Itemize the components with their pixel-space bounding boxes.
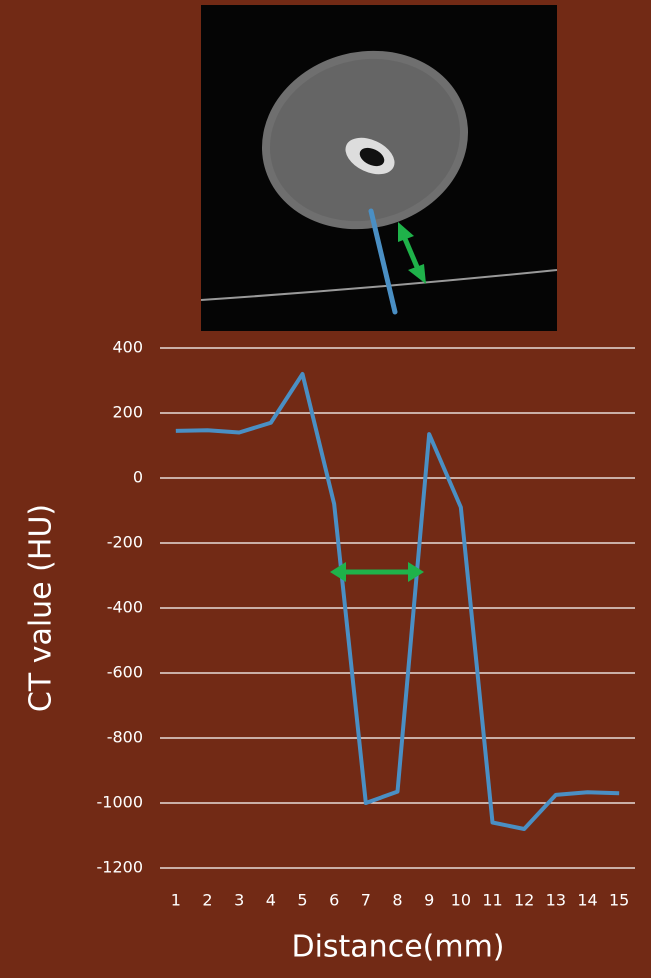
ct-image (200, 5, 558, 331)
annotation-arrow (330, 562, 424, 582)
y-tick-label: -800 (107, 728, 143, 747)
x-tick-label: 15 (609, 891, 629, 910)
x-tick-label: 3 (234, 891, 244, 910)
y-tick-label: 200 (112, 403, 143, 422)
y-tick-label: -400 (107, 598, 143, 617)
y-tick-label: 400 (112, 338, 143, 357)
x-tick-label: 2 (202, 891, 212, 910)
y-tick-label: -200 (107, 533, 143, 552)
y-tick-label: -600 (107, 663, 143, 682)
x-tick-label: 6 (329, 891, 339, 910)
y-tick-label: -1200 (97, 858, 144, 877)
x-tick-label: 13 (546, 891, 566, 910)
x-axis-title: Distance(mm) (291, 930, 504, 965)
x-tick-label: 12 (514, 891, 534, 910)
y-axis-title: CT value (HU) (24, 504, 59, 712)
x-tick-label: 14 (577, 891, 597, 910)
x-tick-label: 9 (424, 891, 434, 910)
x-tick-label: 11 (482, 891, 502, 910)
x-tick-label: 8 (392, 891, 402, 910)
x-tick-label: 4 (266, 891, 276, 910)
data-line (175, 372, 620, 831)
y-tick-label: -1000 (97, 793, 144, 812)
y-tick-label: 0 (133, 468, 143, 487)
x-tick-label: 5 (297, 891, 307, 910)
x-tick-label: 7 (361, 891, 371, 910)
x-tick-label: 10 (451, 891, 471, 910)
x-tick-label: 1 (171, 891, 181, 910)
